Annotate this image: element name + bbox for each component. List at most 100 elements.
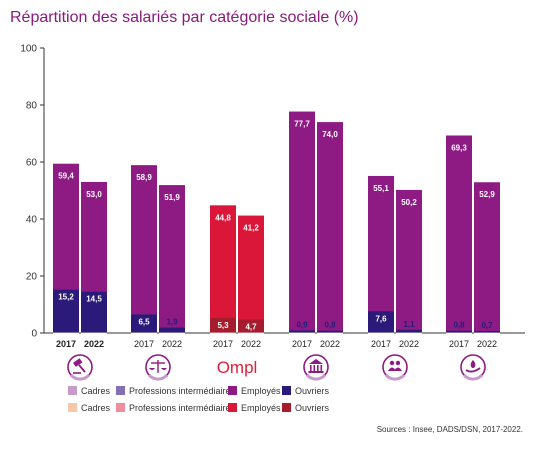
y-tick-label: 60 — [26, 158, 38, 169]
legend-swatch — [68, 403, 77, 412]
legend-label: Ouvriers — [295, 403, 330, 413]
scales-pan-right — [161, 368, 167, 370]
x-tick-label: 2017 — [449, 339, 469, 349]
scales-pan-left — [149, 368, 155, 370]
data-label: 0,7 — [481, 321, 493, 330]
legend: Cadres Professions intermédiaires Employés… — [68, 386, 330, 413]
data-label: 51,9 — [164, 193, 180, 202]
data-label: 55,1 — [373, 184, 389, 193]
bar-segment-employes — [368, 175, 394, 333]
legend-label: Cadres — [81, 386, 111, 396]
bar-segment-employes — [159, 185, 185, 333]
bar-segment-employes — [131, 165, 157, 333]
x-tick-label: 2022 — [320, 339, 340, 349]
legend-swatch — [116, 403, 125, 412]
bar-segment-ouvriers — [81, 291, 107, 333]
legend-swatch — [282, 386, 291, 395]
legend-label: Ouvriers — [295, 386, 330, 396]
x-tick-label: 2022 — [399, 339, 419, 349]
bar-segment-ouvriers — [53, 289, 79, 333]
person-head — [389, 360, 395, 366]
x-tick-label: 2017 — [134, 339, 154, 349]
x-tick-label: 2017 — [371, 339, 391, 349]
legend-label: Cadres — [81, 403, 111, 413]
bar-segment-employes — [446, 135, 472, 333]
bank-roof — [309, 359, 323, 364]
bar-segment-ouvriers — [131, 314, 157, 333]
legend-swatch — [68, 386, 77, 395]
bar-segment-ouvriers — [446, 330, 472, 333]
bar-segment-employes — [289, 111, 315, 334]
data-label: 52,9 — [479, 190, 495, 199]
bank-column — [310, 365, 312, 371]
data-label: 59,4 — [58, 172, 74, 181]
bar-segment-ouvriers — [210, 317, 236, 333]
data-label: 0,8 — [453, 321, 465, 330]
source-note: Sources : Insee, DADS/DSN, 2017-2022. — [377, 425, 523, 434]
legend-label: Professions intermédiaires — [129, 386, 236, 396]
x-tick-label: 2022 — [241, 339, 261, 349]
x-tick-label: 2017 — [56, 339, 76, 349]
x-tick-label: 2017 — [292, 339, 312, 349]
data-label: 41,2 — [243, 224, 259, 233]
x-tick-label: 2022 — [162, 339, 182, 349]
bank-column — [313, 365, 316, 371]
person-body — [388, 367, 396, 371]
x-tick-label: 2022 — [477, 339, 497, 349]
data-label: 1,1 — [403, 320, 415, 329]
people-icon-arc — [384, 373, 406, 381]
bar-segment-employes — [210, 205, 236, 333]
bar-segment-ouvriers — [317, 330, 343, 333]
bar-segment-ouvriers — [474, 331, 500, 333]
bank-icon-arc — [305, 373, 327, 381]
category-icons: Ompl — [67, 354, 486, 381]
data-label: 69,3 — [451, 143, 467, 152]
gavel-handle — [78, 364, 86, 373]
gavel-icon-arc — [69, 373, 91, 381]
person-head — [395, 360, 401, 366]
bank-column — [320, 365, 323, 371]
scales-icon-arc — [147, 373, 169, 381]
bar-segment-employes — [317, 122, 343, 333]
x-tick-label: 2022 — [84, 339, 104, 349]
data-label: 7,6 — [375, 314, 387, 323]
bar-segment-employes — [474, 182, 500, 333]
bars: 19,46,059,415,2201723,19,453,014,5202224… — [53, 111, 500, 349]
legend-swatch — [282, 403, 291, 412]
hand-icon-arc — [462, 373, 484, 381]
bar-segment-employes — [238, 215, 264, 333]
data-label: 6,5 — [138, 317, 150, 326]
data-label: 0,8 — [324, 321, 336, 330]
legend-swatch — [116, 386, 125, 395]
data-label: 1,9 — [166, 318, 178, 327]
y-tick-label: 20 — [26, 272, 38, 283]
ompl-logo: Ompl — [217, 358, 258, 377]
legend-label: Employés — [241, 386, 281, 396]
data-label: 74,0 — [322, 130, 338, 139]
y-tick-label: 40 — [26, 215, 38, 226]
legend-swatch — [228, 386, 237, 395]
data-label: 77,7 — [294, 120, 310, 129]
gavel-icon — [67, 354, 93, 381]
bank-column — [317, 365, 319, 371]
bar-segment-ouvriers — [159, 327, 185, 333]
data-label: 44,8 — [215, 213, 231, 222]
scales-icon — [145, 354, 171, 381]
person-body — [394, 367, 402, 371]
bar-segment-ouvriers — [238, 319, 264, 333]
y-tick-label: 100 — [20, 44, 37, 55]
data-label: 14,5 — [86, 295, 102, 304]
data-label: 0,9 — [296, 320, 308, 329]
data-label: 58,9 — [136, 173, 152, 182]
chart-title: Répartition des salariés par catégorie s… — [10, 9, 359, 26]
legend-label: Professions intermédiaires — [129, 403, 236, 413]
gavel-head — [73, 358, 83, 367]
bar-segment-ouvriers — [289, 330, 315, 333]
bank-icon — [303, 354, 329, 381]
bar-segment-ouvriers — [396, 329, 422, 333]
people-icon — [382, 354, 408, 381]
y-tick-label: 80 — [26, 101, 38, 112]
data-label: 15,2 — [58, 293, 74, 302]
y-tick-label: 0 — [31, 329, 37, 340]
